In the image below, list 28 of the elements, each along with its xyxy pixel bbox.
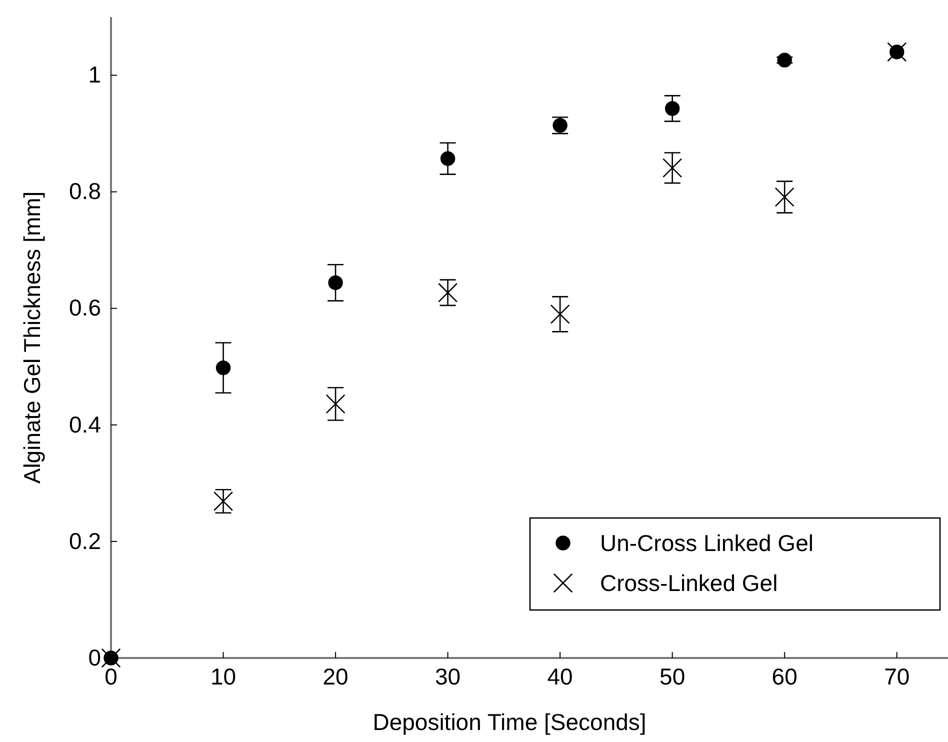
x-tick-label: 40 [547, 663, 573, 690]
point [664, 101, 680, 116]
x-tick-label: 10 [210, 663, 236, 690]
point [326, 394, 346, 414]
y-tick-label: 0.8 [69, 178, 101, 204]
y-tick-label: 1 [88, 62, 101, 88]
y-tick-label: 0 [88, 644, 101, 670]
point [438, 282, 458, 302]
y-tick-label: 0.4 [69, 411, 102, 438]
x-tick-label: 50 [660, 663, 686, 690]
legend-label: Cross-Linked Gel [600, 570, 778, 596]
x-tick-label: 20 [322, 663, 348, 690]
x-tick-label: 70 [884, 663, 910, 690]
point [662, 158, 682, 178]
point [774, 187, 794, 207]
point [328, 275, 343, 290]
x-axis-title: Deposition Time [Seconds] [372, 709, 646, 735]
point [440, 151, 456, 166]
y-tick-label: 0.6 [69, 294, 101, 321]
point [777, 52, 792, 68]
legend-label: Un-Cross Linked Gel [600, 530, 814, 556]
point [216, 360, 231, 376]
y-tick-label: 0.2 [69, 528, 101, 554]
x-tick-label: 0 [104, 663, 118, 690]
point [550, 304, 570, 324]
y-axis-title: Alginate Gel Thickness [mm] [19, 191, 45, 484]
x-tick-label: 30 [435, 663, 461, 690]
x-tick-label: 60 [772, 663, 798, 690]
